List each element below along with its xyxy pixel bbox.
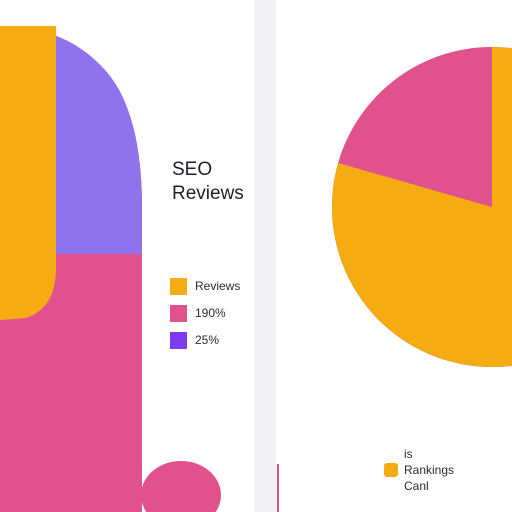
legend-label: 25% bbox=[195, 333, 220, 347]
legend-swatch-pink bbox=[170, 304, 187, 322]
legend-item-190: 190% bbox=[170, 303, 240, 323]
legend-item-reviews: Reviews bbox=[170, 276, 240, 296]
secondary-legend-item: Rankings bbox=[384, 462, 454, 478]
chart-title-line-2: Reviews bbox=[172, 183, 244, 204]
secondary-legend-label: is bbox=[404, 447, 413, 461]
pie-slice-pink bbox=[338, 47, 492, 207]
right-chart-graphic bbox=[277, 46, 512, 512]
pie-slice-orange bbox=[332, 162, 492, 302]
legend-item-25: 25% bbox=[170, 330, 240, 350]
chart-title: SEO Reviews bbox=[172, 158, 244, 206]
secondary-legend-label: Canl bbox=[404, 479, 429, 493]
orange-column-shape bbox=[0, 26, 56, 320]
chart-title-line-1: SEO bbox=[172, 159, 213, 180]
legend: Reviews 190% 25% bbox=[170, 276, 240, 357]
secondary-legend: is Rankings Canl bbox=[384, 446, 454, 494]
right-chart-panel bbox=[276, 0, 512, 512]
legend-swatch-orange bbox=[170, 277, 187, 295]
secondary-legend-label: Rankings bbox=[404, 463, 455, 477]
legend-swatch-violet bbox=[170, 331, 187, 349]
left-chart-graphic bbox=[0, 26, 221, 512]
legend-label: Reviews bbox=[195, 279, 241, 293]
secondary-legend-item: is bbox=[384, 446, 454, 462]
panel-divider bbox=[254, 0, 276, 512]
secondary-legend-item: Canl bbox=[384, 478, 454, 494]
pink-bubble-shape bbox=[141, 461, 221, 512]
legend-label: 190% bbox=[195, 306, 226, 320]
secondary-legend-swatch-orange bbox=[384, 463, 398, 477]
left-chart-panel: SEO Reviews Reviews 190% 25% bbox=[0, 0, 254, 512]
